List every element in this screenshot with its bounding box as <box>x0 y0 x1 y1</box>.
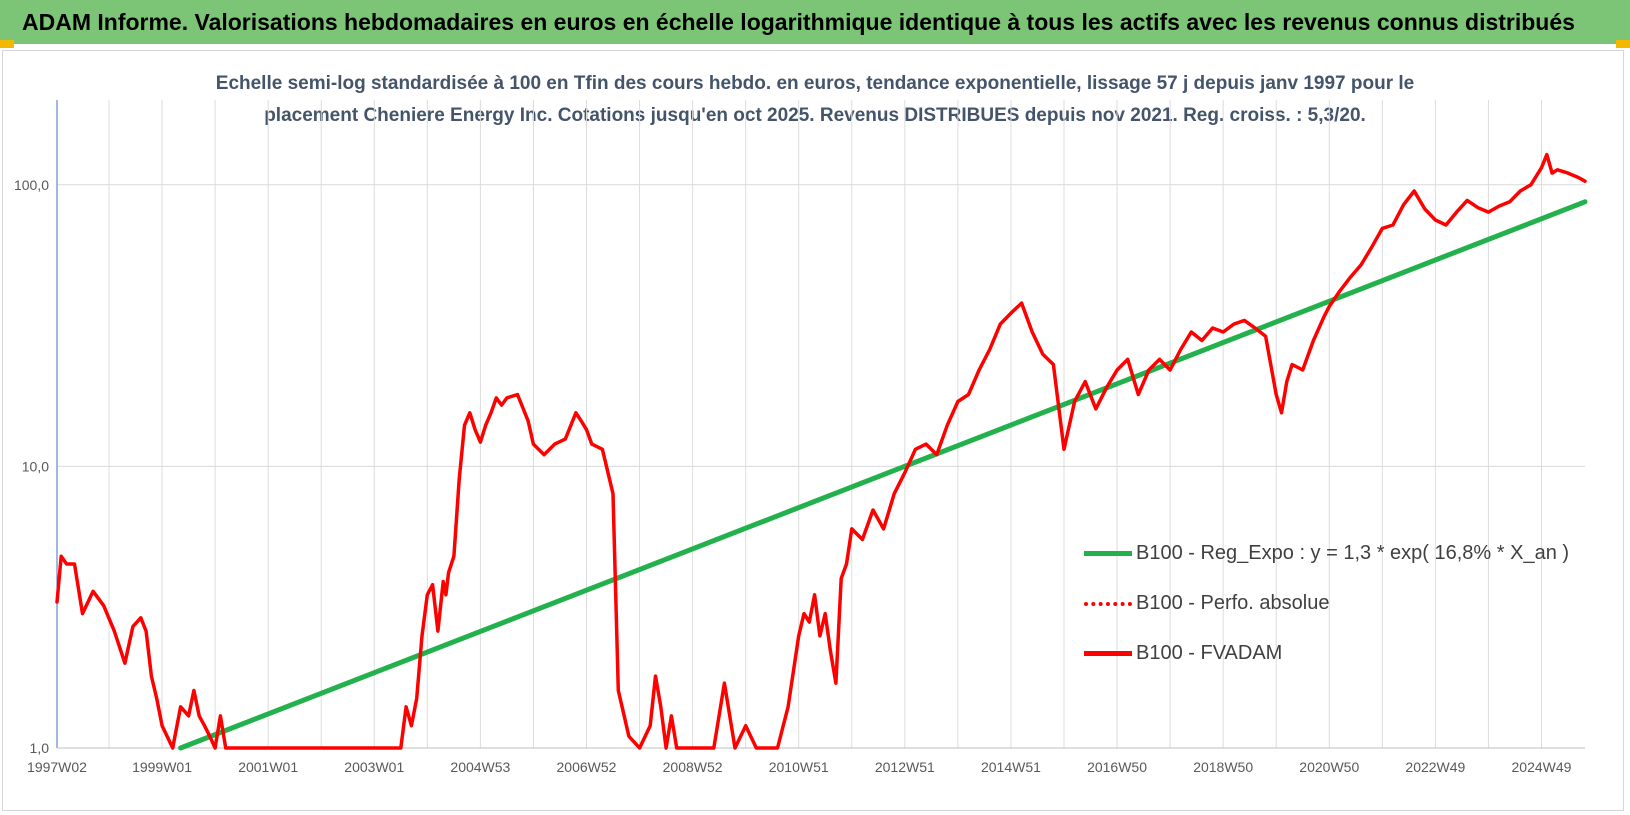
page-banner: ADAM Informe. Valorisations hebdomadaire… <box>0 0 1630 44</box>
x-tick-label: 2006W52 <box>557 759 617 775</box>
banner-corner-right <box>1616 40 1630 48</box>
y-tick-label: 1,0 <box>30 740 50 756</box>
legend-swatch-trend <box>1084 551 1132 556</box>
x-tick-label: 2008W52 <box>663 759 723 775</box>
chart-title-line-2: placement Cheniere Energy Inc. Cotations… <box>264 105 1366 126</box>
legend-label-fvadam: B100 - FVADAM <box>1136 642 1283 664</box>
x-tick-label: 2004W53 <box>450 759 510 775</box>
banner-title: ADAM Informe. Valorisations hebdomadaire… <box>22 9 1575 35</box>
legend-swatch-perfo <box>1084 602 1132 606</box>
x-tick-label: 1999W01 <box>132 759 192 775</box>
legend-label-perfo: B100 - Perfo. absolue <box>1136 592 1330 614</box>
chart-frame <box>2 50 1624 811</box>
series-line-trend <box>178 199 1588 751</box>
banner-corner-left <box>0 40 14 48</box>
legend-swatch-fvadam <box>1084 651 1132 656</box>
x-tick-label: 1997W02 <box>27 759 87 775</box>
x-tick-label: 2018W50 <box>1193 759 1253 775</box>
x-tick-label: 2016W50 <box>1087 759 1147 775</box>
series-line-fvadam <box>55 152 1587 750</box>
x-tick-label: 2024W49 <box>1512 759 1572 775</box>
x-tick-label: 2003W01 <box>344 759 404 775</box>
y-tick-label: 100,0 <box>14 177 49 193</box>
x-tick-label: 2001W01 <box>238 759 298 775</box>
x-tick-label: 2014W51 <box>981 759 1041 775</box>
x-tick-label: 2010W51 <box>769 759 829 775</box>
chart-title-line-1: Echelle semi-log standardisée à 100 en T… <box>215 73 1415 94</box>
x-tick-label: 2012W51 <box>875 759 935 775</box>
legend-label-trend: B100 - Reg_Expo : y = 1,3 * exp( 16,8% *… <box>1136 542 1570 564</box>
y-tick-label: 10,0 <box>22 458 49 474</box>
x-tick-label: 2022W49 <box>1405 759 1465 775</box>
x-tick-label: 2020W50 <box>1299 759 1359 775</box>
chart-title: Echelle semi-log standardisée à 100 en T… <box>140 68 1490 132</box>
